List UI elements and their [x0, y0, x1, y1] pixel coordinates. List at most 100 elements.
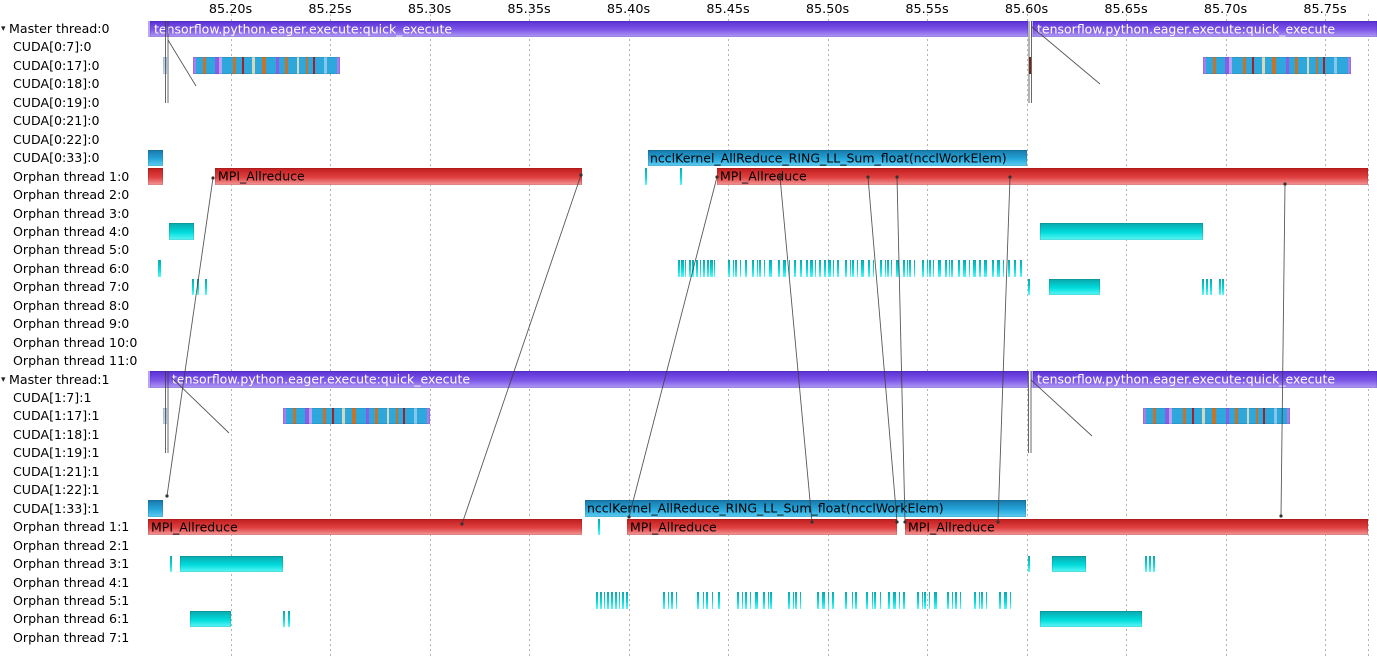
event-tick[interactable]	[817, 592, 819, 609]
event-tick[interactable]	[815, 260, 816, 277]
event-tick[interactable]	[205, 278, 207, 296]
event-tick[interactable]	[681, 260, 684, 277]
event-tick[interactable]	[692, 260, 695, 277]
event-tick[interactable]	[740, 260, 741, 277]
row-label[interactable]: Orphan thread 7:0	[13, 279, 130, 295]
event-bar-striped[interactable]	[193, 57, 340, 74]
event-tick[interactable]	[851, 592, 853, 609]
event-tick[interactable]	[795, 260, 797, 277]
event-tick[interactable]	[670, 592, 673, 609]
event-tick[interactable]	[1219, 278, 1221, 296]
row-label[interactable]: Master thread:0	[9, 21, 110, 36]
event-bar-cyan[interactable]	[190, 610, 231, 628]
event-tick[interactable]	[973, 260, 975, 277]
event-tick[interactable]	[197, 278, 199, 296]
event-bar-purple[interactable]: tensorflow.python.eager.execute:quick_ex…	[1031, 371, 1377, 388]
event-tick[interactable]	[917, 592, 919, 609]
event-tick[interactable]	[928, 260, 931, 277]
event-tick[interactable]	[596, 592, 598, 609]
event-tick[interactable]	[678, 260, 680, 277]
event-tick[interactable]	[996, 260, 998, 277]
event-tick[interactable]	[607, 592, 609, 609]
row-label[interactable]: CUDA[1:21]:1	[13, 463, 100, 479]
expander-icon[interactable]: ▾	[1, 374, 6, 385]
row-label[interactable]: CUDA[0:7]:0	[13, 39, 92, 55]
event-tick[interactable]	[755, 592, 757, 609]
event-tick[interactable]	[981, 592, 983, 609]
event-tick[interactable]	[1009, 260, 1011, 277]
event-tick[interactable]	[832, 592, 834, 609]
row-label[interactable]: CUDA[0:19]:0	[13, 94, 100, 110]
event-tick[interactable]	[871, 592, 873, 609]
row-label[interactable]: CUDA[1:19]:1	[13, 445, 100, 461]
event-tick[interactable]	[696, 260, 699, 277]
row-label[interactable]: Master thread:1	[9, 371, 110, 387]
event-bar-red[interactable]: MPI_Allreduce	[215, 168, 582, 185]
event-tick[interactable]	[603, 592, 605, 609]
event-tick[interactable]	[714, 260, 715, 277]
event-tick[interactable]	[1028, 555, 1030, 573]
event-tick[interactable]	[866, 592, 868, 609]
event-tick[interactable]	[1028, 278, 1030, 296]
event-tick[interactable]	[828, 260, 829, 277]
event-tick[interactable]	[283, 610, 285, 628]
event-tick[interactable]	[749, 592, 751, 609]
row-label[interactable]: Orphan thread 8:0	[13, 297, 130, 313]
event-tick[interactable]	[939, 260, 941, 277]
event-tick[interactable]	[712, 592, 713, 609]
row-label[interactable]: Orphan thread 11:0	[13, 353, 138, 369]
event-tick[interactable]	[952, 592, 954, 609]
event-tick[interactable]	[964, 260, 966, 277]
event-tick[interactable]	[891, 260, 893, 277]
event-tick[interactable]	[934, 592, 936, 609]
event-tick[interactable]	[926, 260, 928, 277]
event-tick[interactable]	[888, 592, 890, 609]
event-tick[interactable]	[784, 260, 787, 277]
event-tick[interactable]	[806, 260, 808, 277]
event-tick[interactable]	[936, 592, 937, 609]
event-bar-red[interactable]: MPI_Allreduce	[905, 518, 1368, 536]
event-tick[interactable]	[611, 592, 613, 609]
event-tick[interactable]	[903, 592, 905, 609]
event-tick[interactable]	[1003, 592, 1005, 609]
event-tick[interactable]	[845, 592, 847, 609]
event-tick[interactable]	[892, 592, 894, 609]
event-tick[interactable]	[907, 260, 909, 277]
event-tick[interactable]	[1149, 555, 1151, 573]
event-bar-striped[interactable]	[1143, 407, 1290, 425]
event-tick[interactable]	[868, 260, 871, 277]
event-tick[interactable]	[1153, 555, 1155, 573]
event-bar-cyan[interactable]	[169, 223, 194, 240]
event-tick[interactable]	[851, 260, 854, 277]
event-tick[interactable]	[833, 260, 834, 277]
row-label[interactable]: Orphan thread 1:1	[13, 519, 130, 535]
event-tick[interactable]	[820, 260, 821, 277]
row-label[interactable]: Orphan thread 3:1	[13, 556, 130, 572]
event-tick[interactable]	[924, 592, 926, 609]
row-label[interactable]: CUDA[1:17]:1	[13, 408, 100, 424]
event-tick[interactable]	[1145, 555, 1147, 573]
event-tick[interactable]	[897, 260, 899, 277]
event-tick[interactable]	[894, 592, 896, 609]
event-tick[interactable]	[618, 592, 620, 609]
event-tick[interactable]	[757, 592, 759, 609]
event-tick[interactable]	[983, 260, 985, 277]
event-tick[interactable]	[855, 592, 857, 609]
event-tick[interactable]	[703, 260, 705, 277]
event-bar-cyan[interactable]	[1049, 278, 1100, 296]
event-tick[interactable]	[770, 592, 772, 609]
event-tick[interactable]	[951, 260, 953, 277]
event-tick[interactable]	[697, 592, 699, 609]
event-tick[interactable]	[728, 260, 730, 277]
event-tick[interactable]	[1005, 592, 1008, 609]
event-tick[interactable]	[689, 260, 690, 277]
row-label[interactable]: Orphan thread 10:0	[13, 334, 138, 350]
event-tick[interactable]	[823, 592, 825, 609]
event-tick[interactable]	[778, 260, 780, 277]
event-tick[interactable]	[880, 260, 882, 277]
event-bar-pale[interactable]	[163, 407, 167, 425]
event-tick[interactable]	[824, 260, 826, 277]
event-tick[interactable]	[795, 592, 797, 609]
event-tick[interactable]	[947, 592, 949, 609]
